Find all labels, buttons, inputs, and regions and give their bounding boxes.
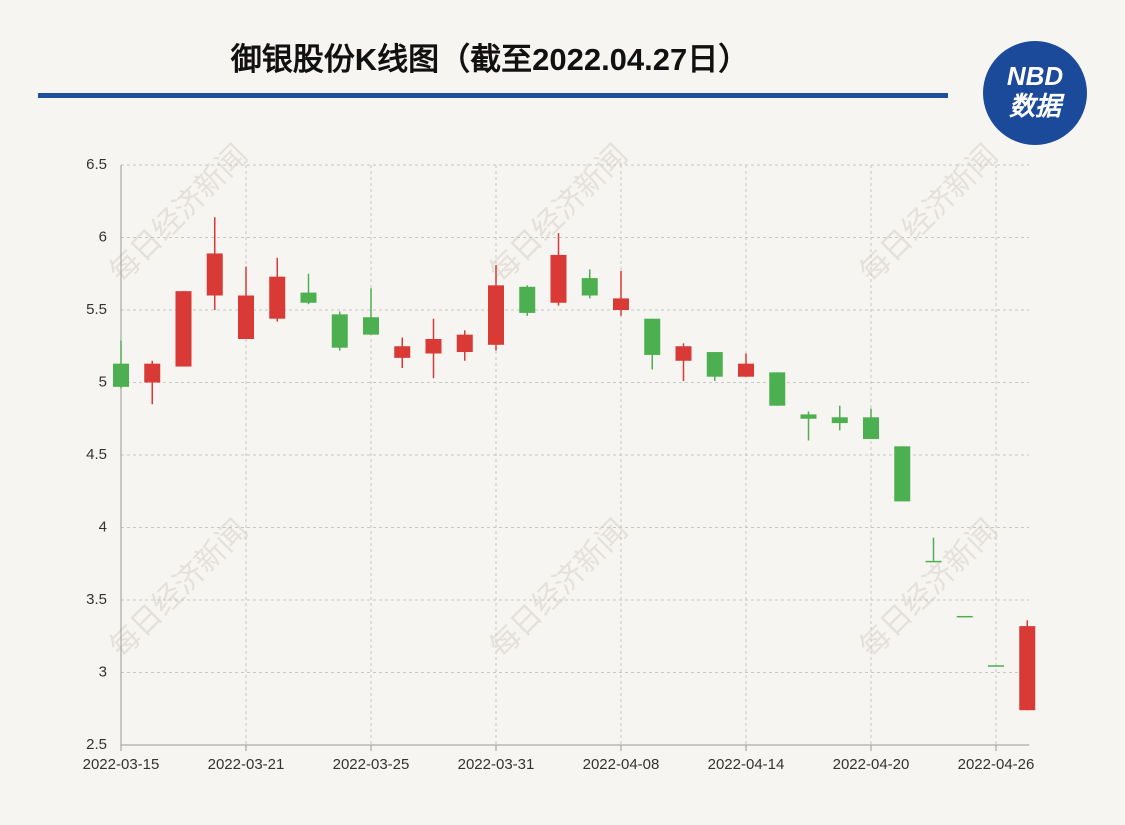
x-tick-label: 2022-03-25 xyxy=(333,756,410,773)
logo-badge xyxy=(983,41,1087,145)
candle-body xyxy=(456,334,473,353)
y-tick-label: 3.5 xyxy=(86,591,107,608)
candle-body xyxy=(956,615,973,618)
candle-body xyxy=(800,414,817,419)
x-tick-label: 2022-04-08 xyxy=(583,756,660,773)
candle-body xyxy=(363,317,379,335)
candle-body xyxy=(394,346,411,358)
candle-body xyxy=(925,560,942,563)
watermark: 每日经济新闻 xyxy=(854,139,1005,290)
y-tick-label: 4 xyxy=(99,518,107,535)
watermark: 每日经济新闻 xyxy=(854,514,1005,665)
candle-body xyxy=(425,339,442,354)
candle-body xyxy=(519,286,536,313)
logo-text: NBD xyxy=(1007,61,1064,91)
candle-body xyxy=(488,285,504,345)
candle-body xyxy=(175,291,192,367)
candle-body xyxy=(238,295,254,339)
x-tick-label: 2022-04-20 xyxy=(833,756,910,773)
candle-body xyxy=(894,446,911,502)
x-tick-label: 2022-04-26 xyxy=(958,756,1035,773)
y-tick-label: 6.5 xyxy=(86,156,107,173)
candle-body xyxy=(550,254,567,303)
y-tick-label: 5 xyxy=(99,373,107,390)
candle-body xyxy=(769,372,786,406)
watermark: 每日经济新闻 xyxy=(104,514,255,665)
candle-body xyxy=(581,278,598,296)
chart-title: 御银股份K线图（截至2022.04.27日） xyxy=(230,42,750,77)
y-tick-label: 2.5 xyxy=(86,736,107,753)
candle-body xyxy=(706,352,723,377)
candle-body xyxy=(113,363,129,387)
candle-body xyxy=(675,346,692,361)
candle-body xyxy=(613,298,629,310)
watermark: 每日经济新闻 xyxy=(104,139,255,290)
candle-body xyxy=(988,665,1004,667)
candle-body xyxy=(738,363,754,377)
candle-body xyxy=(300,292,317,303)
x-tick-label: 2022-03-31 xyxy=(458,756,535,773)
candle-body xyxy=(206,253,223,296)
candle-body xyxy=(1019,626,1036,711)
x-tick-label: 2022-03-15 xyxy=(83,756,160,773)
candle-body xyxy=(831,417,848,424)
y-tick-label: 3 xyxy=(99,663,107,680)
x-tick-label: 2022-03-21 xyxy=(208,756,285,773)
watermark: 每日经济新闻 xyxy=(484,514,635,665)
candle-body xyxy=(269,276,286,319)
x-tick-label: 2022-04-14 xyxy=(708,756,785,773)
candle-body xyxy=(644,318,661,355)
title-underline xyxy=(38,93,948,98)
candle-body xyxy=(144,363,161,383)
y-tick-label: 5.5 xyxy=(86,301,107,318)
candle-body xyxy=(863,417,879,440)
y-tick-label: 6 xyxy=(99,228,107,245)
logo-text: 数据 xyxy=(1009,91,1065,121)
y-tick-label: 4.5 xyxy=(86,446,107,463)
candle-body xyxy=(331,314,348,348)
